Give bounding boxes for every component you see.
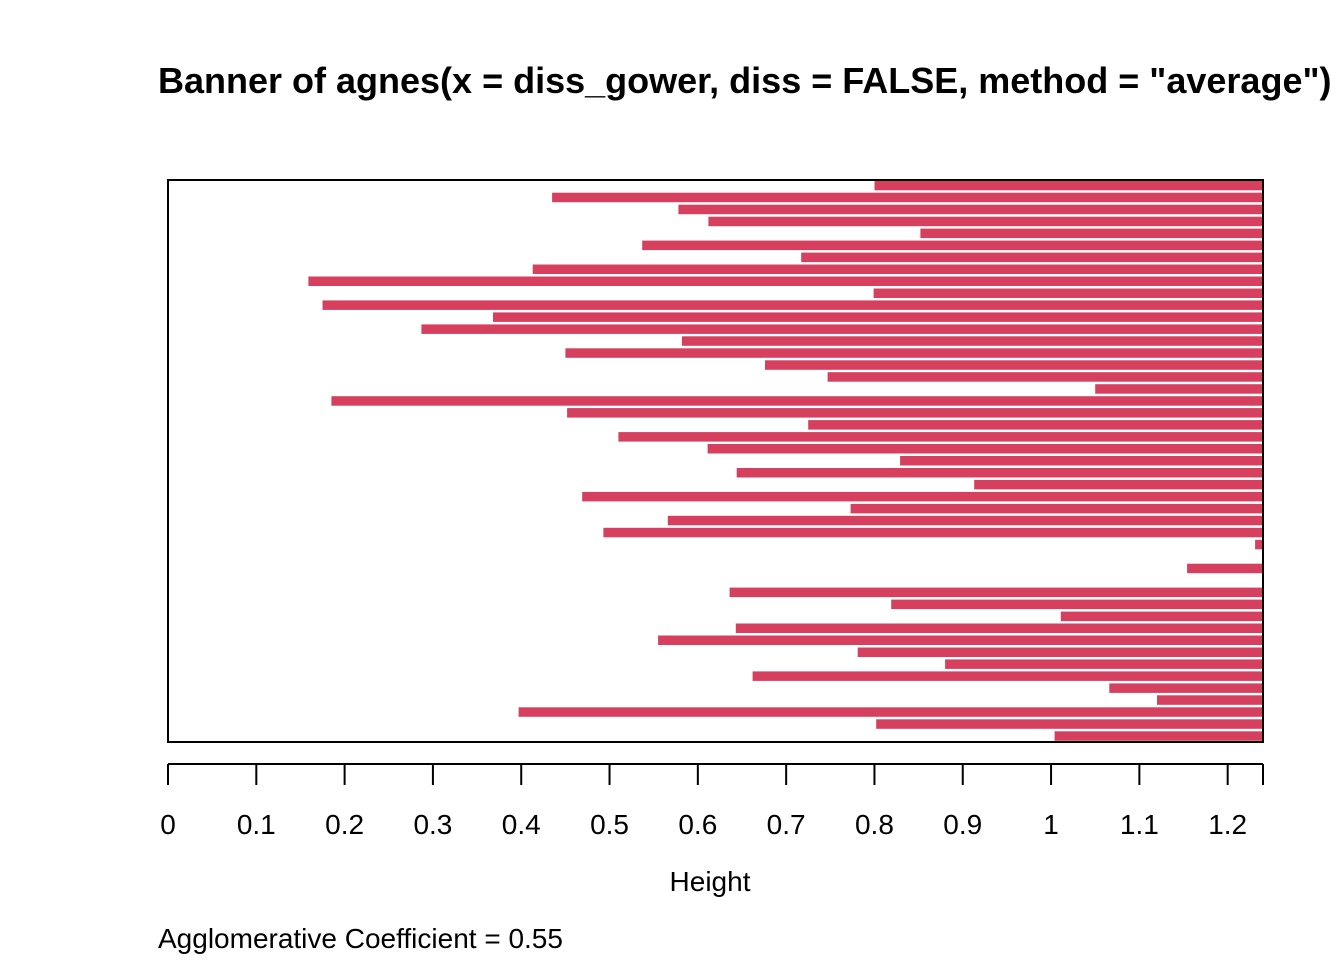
banner-bar bbox=[658, 635, 1263, 645]
x-axis-label: Height bbox=[670, 866, 751, 897]
x-tick-label: 0.7 bbox=[767, 809, 806, 840]
banner-bar bbox=[1255, 539, 1263, 550]
banner-bar bbox=[707, 444, 1263, 454]
banner-bar bbox=[736, 468, 1263, 478]
banner-bar bbox=[1095, 384, 1263, 394]
banner-bar bbox=[900, 456, 1263, 466]
banner-bar bbox=[1060, 611, 1263, 622]
x-tick-label: 0.5 bbox=[590, 809, 629, 840]
banner-bar bbox=[876, 719, 1263, 729]
banner-bar bbox=[567, 408, 1263, 418]
x-tick-label: 1.2 bbox=[1208, 809, 1247, 840]
banner-bar bbox=[493, 312, 1263, 322]
banner-bar bbox=[945, 659, 1263, 669]
x-tick-label: 1.1 bbox=[1120, 809, 1159, 840]
banner-bar bbox=[421, 324, 1263, 334]
banner-bar bbox=[827, 372, 1263, 382]
plot-frame bbox=[167, 179, 1264, 743]
banner-bar bbox=[920, 228, 1263, 239]
x-tick-label: 0 bbox=[160, 809, 176, 840]
x-ticks-group: 0 0.1 0.2 0.3 0.4 0.5 0.6 0.7 0.8 0.9 1 1.1 1.2 bbox=[160, 764, 1264, 840]
banner-bar bbox=[678, 204, 1263, 215]
banner-bar bbox=[752, 671, 1263, 681]
banner-bar bbox=[618, 432, 1263, 442]
banner-bar bbox=[729, 587, 1263, 598]
banner-bar bbox=[532, 264, 1263, 274]
chart-title: Banner of agnes(x = diss_gower, diss = F… bbox=[158, 60, 1332, 101]
x-tick-label: 0.8 bbox=[855, 809, 894, 840]
banner-bar bbox=[708, 216, 1263, 227]
banner-bar bbox=[1157, 695, 1263, 705]
banner-bar bbox=[565, 348, 1263, 358]
x-tick-label: 1 bbox=[1043, 809, 1059, 840]
bars-group bbox=[308, 180, 1263, 741]
x-tick-label: 0.3 bbox=[413, 809, 452, 840]
banner-bar bbox=[857, 647, 1263, 657]
banner-bar bbox=[1187, 563, 1263, 574]
banner-bar bbox=[1109, 683, 1263, 693]
banner-bar bbox=[1054, 731, 1263, 741]
x-tick-label: 0.1 bbox=[237, 809, 276, 840]
banner-bar bbox=[801, 252, 1263, 263]
banner-bar bbox=[518, 707, 1263, 717]
banner-bar bbox=[808, 420, 1263, 430]
banner-bar bbox=[331, 396, 1263, 406]
agglomerative-coefficient: Agglomerative Coefficient = 0.55 bbox=[158, 923, 563, 954]
x-tick-label: 0.4 bbox=[502, 809, 541, 840]
banner-bar bbox=[603, 527, 1263, 538]
x-tick-label: 0.9 bbox=[943, 809, 982, 840]
banner-bar bbox=[765, 360, 1263, 370]
banner-bar bbox=[874, 180, 1263, 191]
x-tick-label: 0.6 bbox=[678, 809, 717, 840]
banner-bar bbox=[308, 276, 1263, 286]
banner-bar bbox=[850, 503, 1263, 514]
banner-bar bbox=[873, 288, 1263, 298]
banner-bar bbox=[891, 599, 1263, 610]
banner-bar bbox=[974, 479, 1263, 490]
banner-bar bbox=[667, 515, 1263, 526]
banner-bar bbox=[681, 336, 1263, 346]
banner-bar bbox=[322, 300, 1263, 310]
banner-bar bbox=[735, 623, 1263, 633]
banner-bar bbox=[582, 491, 1263, 502]
banner-bar bbox=[642, 240, 1263, 251]
banner-bar bbox=[552, 192, 1263, 203]
x-tick-label: 0.2 bbox=[325, 809, 364, 840]
